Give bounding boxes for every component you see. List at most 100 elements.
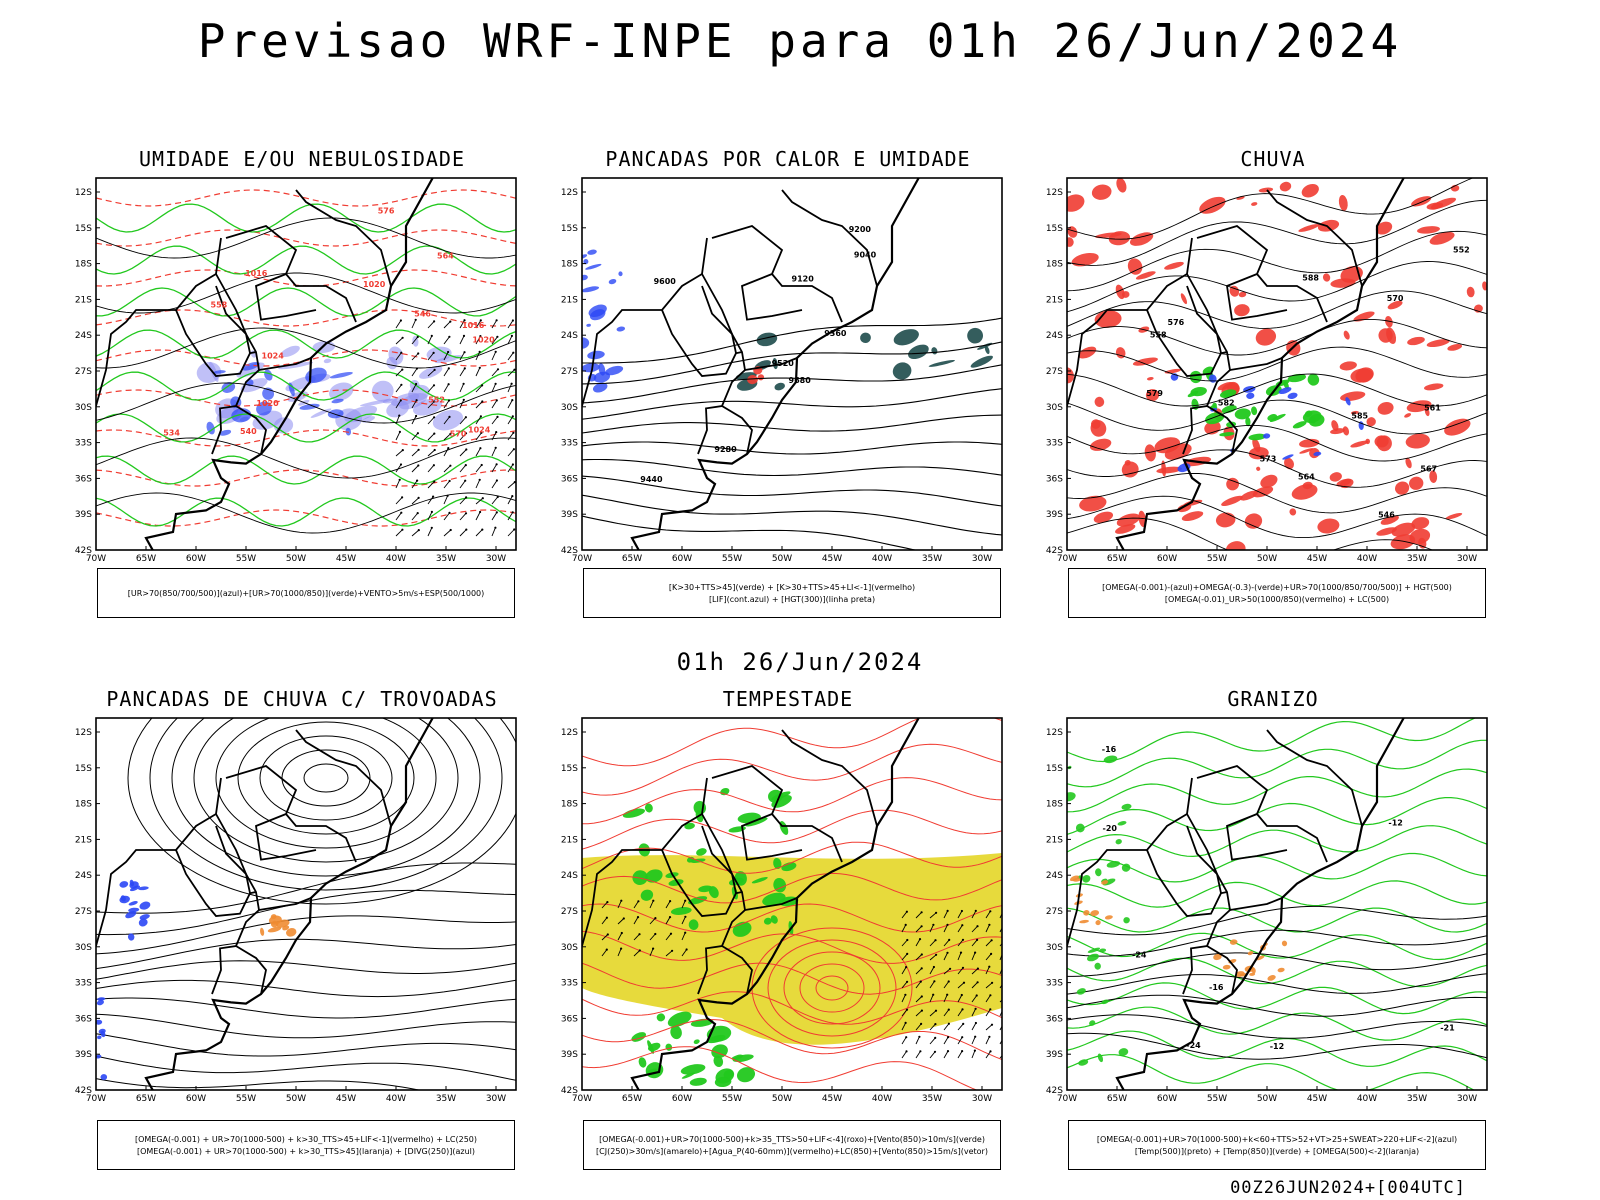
wind-vector-head: [654, 917, 657, 920]
streamline: [96, 997, 516, 1019]
wind-vector-head: [400, 351, 403, 354]
lif-contour: [582, 363, 600, 373]
wind-vector: [985, 911, 991, 919]
legend-line: [K>30+TTS>45](verde) + [K>30+TTS>45+LI<-…: [668, 582, 916, 592]
wind-vector: [901, 966, 907, 975]
lon-tick-label: 30W: [972, 1094, 992, 1104]
divergence-area: [128, 901, 138, 906]
cloud-area: [432, 409, 463, 431]
wind-vector: [985, 982, 993, 989]
wind-vector-head: [920, 1009, 923, 1012]
wind-vector: [971, 925, 978, 933]
wind-vector: [507, 481, 516, 489]
wind-vector-head: [416, 512, 419, 515]
lon-tick-label: 55W: [722, 1094, 742, 1104]
wind850-area: [731, 1054, 744, 1061]
lat-tick-label: 15S: [561, 224, 578, 234]
wind-vector-head: [946, 951, 949, 954]
temp850-contour: [1067, 1030, 1487, 1067]
wind-vector: [633, 916, 639, 925]
legend-tempestade: [OMEGA(-0.001)+UR>70(1000-500)+k>35_TTS>…: [583, 1120, 1001, 1170]
wind-vector-head: [433, 320, 436, 323]
wind-vector: [957, 982, 965, 989]
wind-vector: [443, 383, 449, 393]
contour-label: 570: [1387, 294, 1404, 303]
wind-vector: [665, 900, 671, 909]
streamline: [96, 1055, 516, 1081]
hgt500-contour: [1067, 472, 1487, 514]
wind-vector-head: [416, 479, 419, 482]
wind-vector-head: [462, 334, 466, 337]
lif-contour: [582, 254, 588, 259]
lon-tick-label: 70W: [572, 554, 592, 564]
wind-vector-head: [637, 900, 640, 903]
thunder-risk-area: [270, 920, 279, 928]
contour-label: -20: [1103, 824, 1118, 833]
wind-vector: [943, 952, 948, 961]
lat-tick-label: 30S: [561, 943, 578, 953]
lat-tick-label: 12S: [75, 728, 92, 738]
wind-vector-head: [904, 1021, 907, 1024]
wind-vector: [929, 1023, 936, 1031]
wind-vector-head: [920, 911, 923, 914]
rain-area: [1376, 527, 1397, 536]
wind-vector-head: [448, 415, 451, 418]
rain-area: [1299, 438, 1320, 448]
rain-area: [1429, 470, 1438, 483]
country-border: [661, 309, 737, 377]
wind-vector: [929, 966, 935, 975]
wind-vector-head: [512, 351, 515, 354]
lc850-streamline: [582, 718, 1002, 767]
rain-area: [1330, 428, 1345, 435]
wind-vector-head: [990, 1023, 994, 1026]
lat-tick-label: 39S: [1046, 510, 1063, 520]
hgt300-contour: [582, 341, 1002, 385]
pressure-contour: [96, 217, 516, 259]
wind-vector-head: [947, 1036, 950, 1039]
wind-vector-head: [989, 994, 992, 997]
lon-tick-label: 60W: [1157, 1094, 1177, 1104]
wind-vector-head: [989, 1008, 992, 1011]
lif-contour: [589, 309, 606, 321]
wind-vector: [985, 1009, 991, 1017]
lon-tick-label: 55W: [1207, 1094, 1227, 1104]
lat-tick-label: 36S: [75, 1014, 92, 1024]
wind850-area: [781, 862, 797, 872]
rain-area: [1164, 261, 1184, 270]
lc850-streamline: [799, 963, 865, 1013]
rain-area: [1375, 221, 1393, 235]
divergence-area: [119, 895, 130, 904]
temp850-contour: [1067, 825, 1487, 858]
wind-vector: [507, 320, 514, 329]
rain-area: [1405, 433, 1430, 449]
wind-vector-head: [479, 510, 482, 514]
wind-vector: [507, 416, 514, 425]
page-title: Previsao WRF-INPE para 01h 26/Jun/2024: [197, 14, 1403, 68]
wind-vector-head: [1003, 1022, 1005, 1024]
wind-vector-head: [920, 953, 923, 956]
humid-area: [242, 361, 260, 371]
wind-vector-head: [479, 319, 482, 322]
humidity-contour: [96, 455, 516, 485]
temp850-contour: [1067, 768, 1487, 813]
wind-vector-head: [1004, 1051, 1006, 1053]
rain-area: [1298, 224, 1320, 232]
thunder-risk-area: [270, 914, 277, 920]
wind-vector-head: [401, 496, 404, 499]
divergence-area: [119, 881, 129, 888]
wind-vector-head: [990, 952, 993, 955]
rain-area: [1146, 377, 1154, 381]
rain-area: [1279, 181, 1292, 192]
hgt500-contour: [1067, 178, 1474, 240]
wind-vector: [929, 981, 935, 989]
lon-tick-label: 40W: [872, 554, 892, 564]
wind-vector-head: [961, 938, 965, 941]
wind-vector: [427, 416, 435, 425]
wind-vector: [633, 950, 641, 957]
wind-vector: [491, 416, 498, 425]
rain-area: [1127, 258, 1143, 275]
wind-vector-head: [934, 1036, 937, 1039]
rain-area: [1255, 328, 1277, 346]
contour-label: -16: [1209, 983, 1224, 992]
contour-label: 1020: [256, 399, 279, 408]
